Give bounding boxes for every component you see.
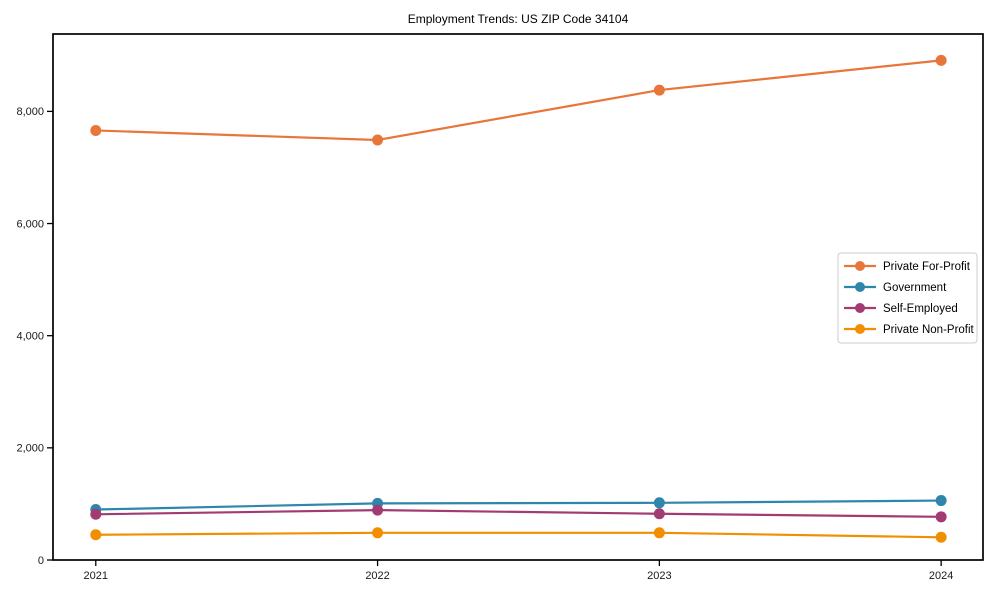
data-point-private-non-profit-2023 (653, 527, 665, 539)
data-point-government-2024 (935, 495, 947, 507)
data-point-government-2023 (653, 497, 665, 509)
plot-frame (52, 33, 984, 561)
legend-entry-government: Government (844, 282, 947, 294)
x-axis-tick-label: 2022 (365, 570, 389, 582)
legend-entry-self-employed: Self-Employed (844, 303, 958, 315)
legend-entry-private-for-profit: Private For-Profit (844, 261, 971, 273)
data-point-self-employed-2024 (935, 511, 947, 523)
data-point-private-for-profit-2021 (90, 124, 102, 136)
data-point-private-non-profit-2022 (372, 527, 384, 539)
legend-marker (855, 282, 865, 292)
data-point-private-non-profit-2021 (90, 529, 102, 541)
legend-marker (855, 261, 865, 271)
legend-marker (855, 303, 865, 313)
data-point-private-for-profit-2024 (935, 54, 947, 66)
series-line-government (95, 499, 942, 511)
legend-label: Private Non-Profit (883, 324, 975, 336)
legend-label: Self-Employed (883, 303, 958, 315)
data-point-private-for-profit-2022 (372, 134, 384, 146)
x-axis-tick-label: 2023 (647, 570, 671, 582)
data-point-private-for-profit-2023 (653, 84, 665, 96)
y-axis-tick-label: 4,000 (16, 331, 44, 343)
series-private-non-profit (90, 527, 947, 543)
legend-label: Private For-Profit (883, 261, 971, 273)
chart-title: Employment Trends: US ZIP Code 34104 (407, 12, 629, 26)
y-axis-tick-label: 6,000 (16, 218, 44, 230)
x-axis: 2021 2022 2023 2024 (84, 560, 953, 582)
series-line-private-non-profit (95, 531, 942, 539)
series-private-for-profit (90, 54, 947, 146)
x-axis-tick-label: 2024 (929, 570, 953, 582)
y-axis-tick-label: 8,000 (16, 106, 44, 118)
legend-box (837, 252, 978, 344)
series-line-self-employed (95, 508, 942, 518)
data-point-self-employed-2023 (653, 508, 665, 520)
legend-marker (855, 324, 865, 334)
data-point-self-employed-2021 (90, 508, 102, 520)
y-axis-tick-label: 2,000 (16, 443, 44, 455)
data-point-self-employed-2022 (372, 504, 384, 516)
y-axis: 0 2,000 4,000 6,000 8,000 (16, 106, 53, 567)
y-axis-tick-label: 0 (38, 555, 44, 567)
x-axis-tick-label: 2021 (84, 570, 108, 582)
series-line-private-for-profit (95, 59, 942, 142)
data-point-private-non-profit-2024 (935, 531, 947, 543)
legend-label: Government (883, 282, 947, 294)
legend-entry-private-non-profit: Private Non-Profit (844, 324, 975, 336)
series-self-employed (90, 504, 947, 523)
legend: Private For-Profit Government Self-Employe… (837, 252, 978, 344)
